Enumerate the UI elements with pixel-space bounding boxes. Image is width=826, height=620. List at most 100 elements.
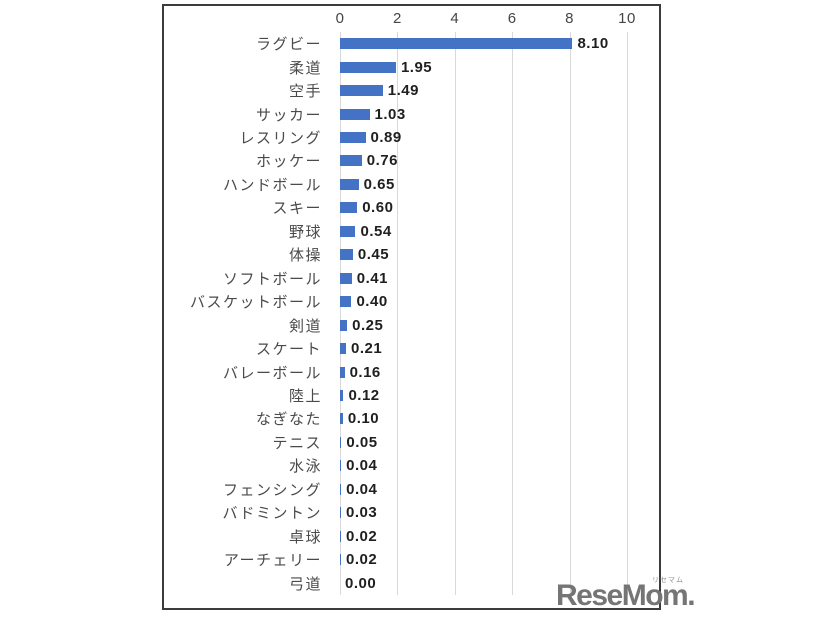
category-label: 陸上 [288, 388, 322, 406]
bar[interactable] [340, 225, 356, 237]
bar[interactable] [340, 530, 341, 542]
value-label: 0.76 [366, 152, 398, 170]
bar[interactable] [340, 483, 342, 495]
bar[interactable] [340, 366, 345, 378]
bar[interactable] [340, 413, 343, 425]
bar[interactable] [340, 507, 341, 519]
value-label: 1.49 [387, 82, 419, 100]
category-label: スケート [255, 341, 322, 359]
x-tick-label: 10 [618, 10, 636, 27]
bar[interactable] [340, 38, 573, 50]
value-label: 0.89 [370, 129, 402, 147]
chart-row: 卓球 0.02 [164, 525, 659, 548]
value-label: 0.04 [346, 480, 378, 498]
chart-row: スケート 0.21 [164, 337, 659, 360]
x-tick-label: 4 [450, 10, 460, 27]
chart-row: 柔道 1.95 [164, 55, 659, 78]
category-label: 水泳 [288, 458, 322, 476]
category-label: アーチェリー [223, 552, 322, 570]
bar[interactable] [340, 202, 358, 214]
category-label: 空手 [288, 83, 322, 101]
value-label: 1.03 [374, 105, 406, 123]
value-label: 0.45 [357, 246, 390, 264]
value-label: 0.02 [346, 527, 378, 545]
value-label: 0.25 [352, 316, 384, 334]
bar[interactable] [340, 343, 347, 355]
chart-row: ハンドボール 0.65 [164, 173, 659, 196]
category-label: レスリング [239, 130, 322, 148]
category-label: 卓球 [288, 528, 322, 546]
chart-row: スキー 0.60 [164, 196, 659, 219]
bar[interactable] [340, 319, 348, 331]
chart-row: 野球 0.54 [164, 220, 659, 243]
category-label: 柔道 [288, 59, 322, 77]
value-label: 0.41 [356, 269, 388, 287]
category-label: サッカー [255, 106, 322, 124]
bar[interactable] [340, 296, 352, 308]
category-label: フェンシング [222, 481, 322, 499]
category-label: 体操 [288, 247, 322, 265]
value-label: 0.16 [349, 363, 381, 381]
logo-text: ReseMom. [556, 579, 696, 612]
gridline [340, 32, 341, 595]
bar[interactable] [340, 132, 366, 144]
category-label: バレーボール [222, 364, 322, 382]
gridline [397, 32, 399, 595]
value-label: 0.40 [356, 293, 388, 311]
category-label: 野球 [288, 223, 322, 241]
category-label: ホッケー [255, 153, 322, 171]
gridline [512, 32, 514, 595]
x-axis: 0 2 4 6 8 10 [164, 6, 659, 32]
bar[interactable] [340, 108, 370, 120]
chart-row: バレーボール 0.16 [164, 360, 659, 383]
value-label: 0.04 [346, 457, 378, 475]
chart-row: バスケットボール 0.40 [164, 290, 659, 313]
value-label: 0.21 [351, 340, 383, 358]
chart-row: レスリング 0.89 [164, 126, 659, 149]
x-tick-label: 0 [335, 10, 345, 27]
category-label: バドミントン [222, 505, 322, 523]
chart-row: ラグビー 8.10 [164, 32, 659, 55]
chart-row: 体操 0.45 [164, 243, 659, 266]
bar[interactable] [340, 554, 341, 566]
chart-row: ソフトボール 0.41 [164, 267, 659, 290]
category-label: 剣道 [288, 317, 322, 335]
bar[interactable] [340, 178, 359, 190]
x-tick-label: 8 [565, 10, 575, 27]
chart-row: 弓道 0.00 [164, 571, 659, 594]
value-label: 0.10 [347, 410, 380, 428]
chart-row: 水泳 0.04 [164, 454, 659, 477]
bar[interactable] [340, 155, 362, 167]
value-label: 0.03 [346, 504, 378, 522]
gridline [454, 32, 456, 595]
chart-row: 陸上 0.12 [164, 384, 659, 407]
bar[interactable] [340, 390, 344, 402]
bar[interactable] [340, 249, 353, 261]
bar[interactable] [340, 61, 396, 73]
x-tick-label: 6 [507, 10, 517, 27]
value-label: 0.65 [363, 175, 395, 193]
value-label: 8.10 [577, 35, 609, 53]
chart-row: 空手 1.49 [164, 79, 659, 102]
resemom-logo: リセマム ReseMom. [556, 577, 696, 612]
category-label: なぎなた [255, 411, 322, 429]
chart-row: なぎなた 0.10 [164, 407, 659, 430]
chart-row: ホッケー 0.76 [164, 149, 659, 172]
bar[interactable] [340, 436, 342, 448]
value-label: 0.60 [362, 199, 394, 217]
gridline [569, 32, 571, 595]
category-label: ラグビー [255, 36, 322, 54]
logo-ruby-text: リセマム [652, 577, 685, 584]
chart-row: テニス 0.05 [164, 431, 659, 454]
chart-row: フェンシング 0.04 [164, 478, 659, 501]
bar[interactable] [340, 272, 352, 284]
category-label: ソフトボール [222, 270, 322, 288]
bar[interactable] [340, 85, 383, 97]
value-label: 0.12 [348, 387, 380, 405]
chart-row: 剣道 0.25 [164, 313, 659, 336]
bar[interactable] [340, 460, 342, 472]
category-label: 弓道 [288, 575, 322, 593]
chart-container: 0 2 4 6 8 10 ラグビー 8.10 柔道 1.95 空手 1.49 サッカー 1.03 レスリン… [162, 4, 661, 610]
gridline [627, 32, 628, 595]
value-label: 0.54 [360, 222, 392, 240]
